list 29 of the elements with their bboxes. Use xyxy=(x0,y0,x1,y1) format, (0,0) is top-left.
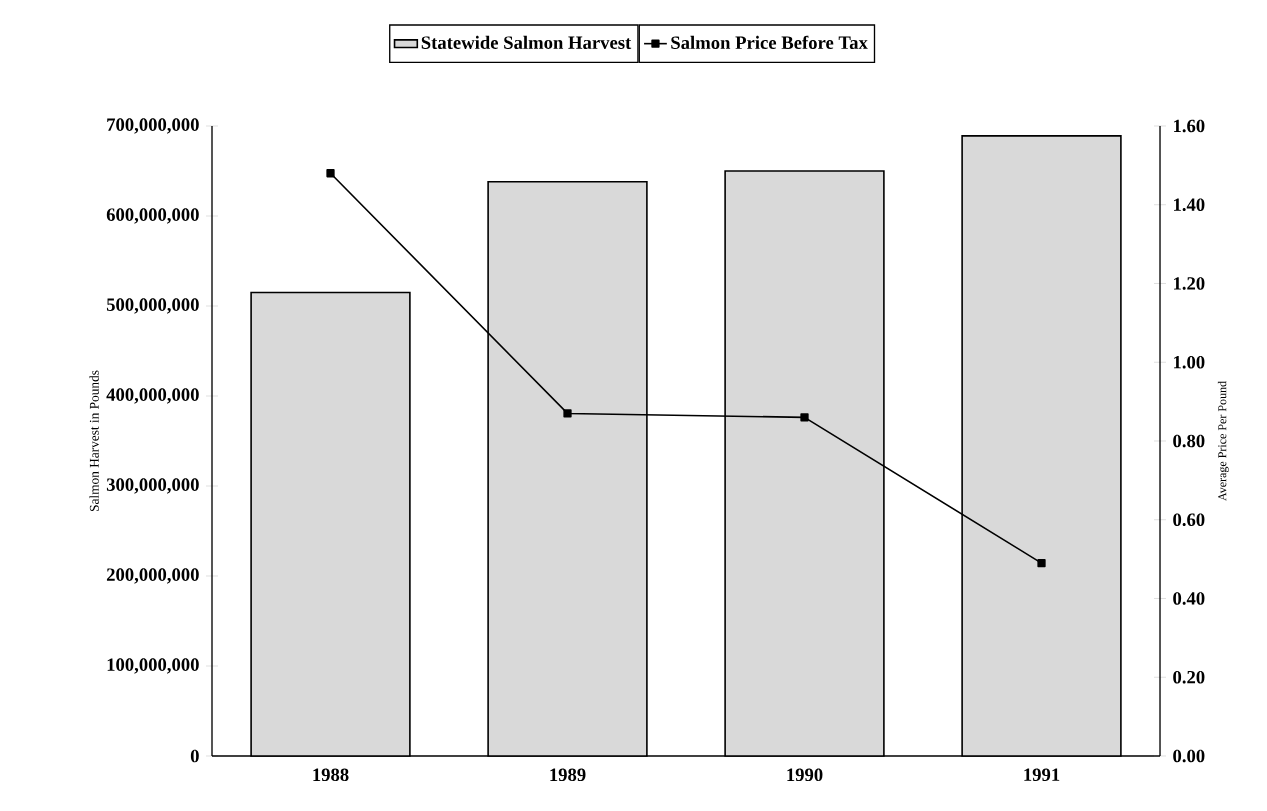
point xyxy=(800,413,809,422)
x-tick-label: 1989 xyxy=(550,768,586,782)
y-tick-label: 700,000,000 xyxy=(107,118,199,134)
y2-tick-label: 0.60 xyxy=(1173,513,1205,527)
y2-tick-label: 0.00 xyxy=(1173,749,1205,763)
y-tick-label: 500,000,000 xyxy=(106,298,199,314)
legend-label: Statewide Salmon Harvest xyxy=(421,35,632,49)
x-tick-label: 1991 xyxy=(1024,768,1060,782)
y-tick-label: 400,000,000 xyxy=(106,388,199,404)
y2-tick-label: 1.40 xyxy=(1174,198,1205,212)
y2-tick-label: 1.00 xyxy=(1174,355,1205,369)
y2-tick-label: 0.20 xyxy=(1173,670,1205,684)
y-tick-label: 100,000,000 xyxy=(107,658,199,674)
y2-tick-label: 0.40 xyxy=(1173,592,1205,605)
x-tick-label: 1988 xyxy=(313,768,349,782)
y-tick-label: 600,000,000 xyxy=(106,208,199,224)
point xyxy=(326,169,335,178)
point xyxy=(563,409,572,418)
y-tick-label: 200,000,000 xyxy=(106,568,199,584)
y-tick-label: 300,000,000 xyxy=(106,478,199,494)
y-tick-label: 0 xyxy=(190,749,199,763)
point xyxy=(1037,558,1046,568)
x-tick-label: 1990 xyxy=(787,768,823,782)
legend-label: Salmon Price Before Tax xyxy=(671,35,868,50)
y2-tick-label: 1.20 xyxy=(1174,277,1205,290)
y2-axis-title: Average Price Per Pound xyxy=(1217,381,1229,501)
y2-tick-label: 0.80 xyxy=(1173,434,1205,448)
y-axis-title: Salmon Harvest in Pounds xyxy=(89,370,99,512)
y2-tick-label: 1.60 xyxy=(1174,119,1205,133)
